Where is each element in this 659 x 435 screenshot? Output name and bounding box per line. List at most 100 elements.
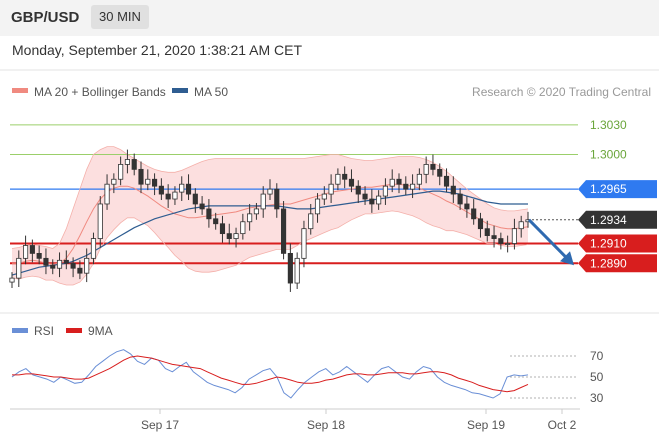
legend-9ma-label: 9MA — [88, 324, 113, 338]
candle-body-21 — [152, 178, 158, 187]
candle-body-65 — [450, 185, 456, 195]
candle-body-17 — [124, 159, 130, 165]
x-axis-ticks: Sep 17 Sep 18 Sep 19 Oct 2 — [141, 409, 577, 432]
candle-body-44 — [308, 213, 314, 230]
candle-body-54 — [376, 195, 382, 205]
candle-body-16 — [118, 164, 124, 180]
candle-body-29 — [206, 208, 212, 220]
candle-body-52 — [362, 193, 368, 200]
candle-body-4 — [36, 252, 42, 259]
candle-body-57 — [396, 178, 402, 185]
candle-body-66 — [457, 193, 463, 205]
legend-rsi-swatch — [12, 328, 28, 333]
candle-body-45 — [314, 198, 321, 215]
candle-body-38 — [267, 188, 273, 195]
candle-body-36 — [253, 208, 259, 215]
candle-body-5 — [43, 257, 49, 266]
candle-body-42 — [294, 257, 300, 284]
x-tick-label-2: Sep 19 — [467, 418, 505, 432]
candle-body-19 — [138, 168, 144, 185]
top-bar: GBP/USD 30 MIN — [0, 0, 659, 36]
level-label-1: 1.3000 — [590, 148, 627, 162]
candle-body-7 — [56, 259, 63, 269]
candle-body-28 — [199, 203, 205, 210]
candle-body-30 — [213, 218, 219, 225]
candle-body-70 — [484, 228, 490, 237]
legend-ma50-swatch — [172, 88, 188, 93]
legend-ma20-label: MA 20 + Bollinger Bands — [34, 85, 166, 99]
candle-body-72 — [498, 238, 504, 244]
forecast-arrow-shaft — [527, 218, 570, 261]
candle-body-34 — [240, 221, 246, 235]
rsi-line — [11, 349, 529, 399]
candle-body-1 — [16, 257, 22, 279]
candle-body-60 — [416, 173, 422, 185]
level-tag-4 — [578, 234, 657, 253]
candle-body-64 — [443, 175, 450, 187]
candle-body-8 — [63, 259, 69, 264]
candle-body-67 — [464, 203, 470, 210]
candle-body-31 — [219, 223, 226, 235]
rsi-tick-label-0: 70 — [590, 349, 604, 363]
candle-body-46 — [321, 193, 327, 200]
candle-body-9 — [70, 262, 76, 269]
candle-body-49 — [342, 173, 348, 180]
candle-body-51 — [355, 185, 361, 195]
candle-body-73 — [505, 243, 511, 245]
candle-body-26 — [185, 183, 192, 195]
candle-body-43 — [301, 228, 307, 259]
ma20-line — [12, 183, 529, 265]
candle-body-3 — [29, 245, 35, 254]
level-label-5: 1.2890 — [590, 256, 627, 270]
candle-body-10 — [77, 267, 83, 274]
bb-upper-line — [11, 146, 529, 249]
legend-rsi-label: RSI — [34, 324, 54, 338]
candle-body-22 — [158, 185, 164, 195]
rsi-tick-label-1: 50 — [590, 370, 604, 384]
candle-body-33 — [233, 233, 239, 239]
rsi-panel: 70 50 30 — [11, 349, 604, 405]
level-label-0: 1.3030 — [590, 118, 627, 132]
level-tag-2 — [578, 180, 657, 199]
candle-body-13 — [97, 203, 103, 239]
level-tag-5 — [578, 254, 657, 273]
candle-body-75 — [518, 221, 524, 230]
candle-body-69 — [477, 218, 484, 230]
candle-body-48 — [335, 173, 341, 185]
candle-body-35 — [247, 213, 253, 223]
candle-body-24 — [172, 191, 178, 200]
candle-body-55 — [382, 185, 388, 197]
candle-body-20 — [145, 178, 151, 185]
symbol-title: GBP/USD — [11, 9, 80, 26]
candle-body-14 — [104, 183, 110, 205]
candle-body-62 — [430, 164, 436, 170]
candle-body-63 — [437, 168, 443, 177]
legend-ma50-label: MA 50 — [194, 85, 228, 99]
rsi-ma9-line — [12, 355, 529, 393]
candle-body-37 — [260, 193, 266, 210]
x-tick-label-3: Oct 2 — [548, 418, 577, 432]
datetime-label: Monday, September 21, 2020 1:38:21 AM CE… — [12, 42, 303, 58]
candle-body-68 — [471, 208, 477, 220]
timeframe-badge[interactable]: 30 MIN — [91, 5, 149, 29]
legend-ma20-swatch — [12, 88, 28, 93]
level-label-4: 1.2910 — [590, 237, 627, 251]
x-tick-label-1: Sep 18 — [307, 418, 345, 432]
bb-lower-line — [11, 210, 529, 286]
ma50-line — [11, 190, 528, 276]
candle-body-11 — [84, 257, 90, 274]
x-tick-label-0: Sep 17 — [141, 418, 179, 432]
candle-body-23 — [165, 193, 171, 200]
forecast-arrow-head — [560, 251, 574, 266]
level-tag-3 — [578, 210, 657, 229]
candle-body-39 — [274, 188, 280, 210]
candle-body-27 — [192, 193, 198, 205]
candle-body-25 — [179, 183, 185, 193]
candle-body-32 — [226, 233, 232, 239]
rsi-tick-label-2: 30 — [590, 391, 604, 405]
candle-body-61 — [423, 164, 429, 175]
candle-body-40 — [281, 208, 287, 254]
candle-body-12 — [90, 238, 97, 259]
candle-body-2 — [23, 245, 29, 259]
candle-body-59 — [410, 183, 416, 190]
